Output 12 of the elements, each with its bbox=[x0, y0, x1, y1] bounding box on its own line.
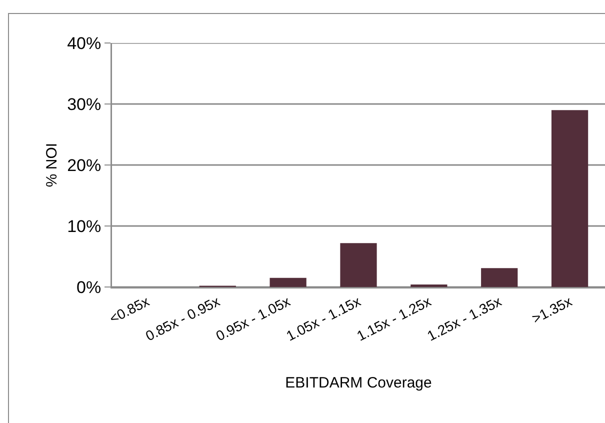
bar bbox=[270, 278, 306, 287]
y-tick-label: 20% bbox=[67, 156, 102, 175]
y-tick-label: 40% bbox=[67, 34, 102, 53]
y-axis-title: % NOI bbox=[44, 142, 61, 188]
bar bbox=[551, 110, 588, 287]
y-tick-label: 0% bbox=[76, 278, 102, 297]
y-tick-label: 30% bbox=[67, 94, 102, 114]
x-axis-title: EBITDARM Coverage bbox=[285, 374, 432, 392]
x-tick-label: <0.85x bbox=[106, 292, 152, 326]
bar bbox=[481, 268, 518, 287]
y-tick-label: 10% bbox=[67, 216, 102, 236]
bar bbox=[340, 243, 377, 287]
